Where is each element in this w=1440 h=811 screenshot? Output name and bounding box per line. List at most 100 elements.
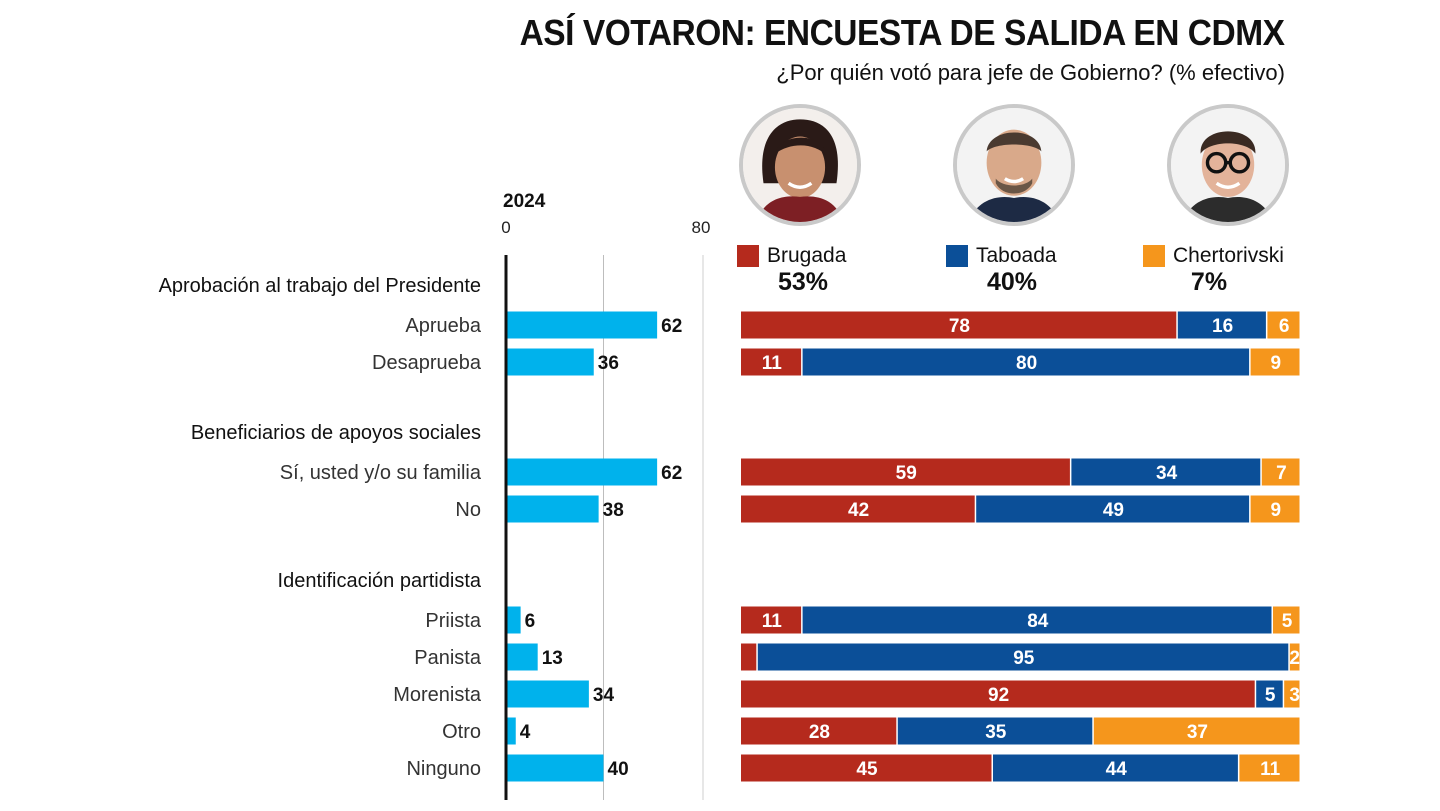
row-label-ninguno: Ninguno	[406, 758, 481, 780]
stack-label-aprueba-brugada: 78	[949, 316, 970, 337]
brugada-photo-icon	[739, 104, 861, 226]
left-chart-year: 2024	[503, 191, 546, 212]
stack-label-priista-taboada: 84	[1027, 611, 1049, 632]
chertorivski-swatch-icon	[1143, 245, 1165, 267]
tick-label-0: 0	[501, 218, 510, 237]
stack-label-no-chertorivski: 9	[1271, 500, 1282, 521]
stack-label-aprueba-taboada: 16	[1212, 316, 1233, 337]
group-label-beneficiarios-de-apoyos-sociales: Beneficiarios de apoyos sociales	[191, 422, 481, 444]
stack-bar-ninguno-chertorivski	[1239, 754, 1300, 782]
row-label-otro: Otro	[442, 721, 481, 743]
stack-label-morenista-brugada: 92	[988, 685, 1009, 706]
left-bar-no	[506, 495, 599, 523]
stack-label-si-usted-y-o-su-familia-taboada: 34	[1156, 463, 1178, 484]
stack-bar-morenista-brugada	[741, 680, 1255, 708]
left-value-desaprueba: 36	[598, 353, 619, 374]
left-bar-morenista	[506, 680, 589, 708]
left-value-ninguno: 40	[608, 759, 629, 780]
row-label-priista: Priista	[425, 610, 481, 632]
stack-bar-panista-brugada	[741, 643, 757, 671]
stack-label-desaprueba-brugada: 11	[762, 353, 783, 374]
stack-bar-priista-chertorivski	[1273, 606, 1300, 634]
left-bar-panista	[506, 643, 538, 671]
taboada-name: Taboada	[976, 244, 1057, 267]
stack-label-panista-taboada: 95	[1013, 648, 1035, 669]
left-value-morenista: 34	[593, 685, 615, 706]
stack-label-panista-chertorivski: 2	[1289, 648, 1300, 669]
stack-bar-otro-brugada	[741, 717, 897, 745]
left-bar-si-usted-y-o-su-familia	[506, 458, 658, 486]
brugada-legend-entry: Brugada	[737, 244, 846, 268]
brugada-name: Brugada	[767, 244, 847, 267]
stack-label-si-usted-y-o-su-familia-brugada: 59	[896, 463, 917, 484]
stack-label-aprueba-chertorivski: 6	[1279, 316, 1290, 337]
row-label-aprueba: Aprueba	[405, 315, 481, 337]
tick-label-80: 80	[692, 218, 711, 237]
stack-bar-aprueba-chertorivski	[1267, 311, 1300, 339]
stack-bar-si-usted-y-o-su-familia-brugada	[741, 458, 1070, 486]
stack-bar-morenista-chertorivski	[1284, 680, 1300, 708]
taboada-legend-entry: Taboada	[946, 244, 1057, 268]
left-bar-desaprueba	[506, 348, 594, 376]
stack-label-no-taboada: 49	[1103, 500, 1124, 521]
stack-bar-desaprueba-taboada	[802, 348, 1250, 376]
left-value-no: 38	[603, 500, 624, 521]
stack-label-otro-taboada: 35	[985, 722, 1007, 743]
left-bar-aprueba	[506, 311, 658, 339]
group-label-identificacion-partidista: Identificación partidista	[278, 570, 482, 592]
stack-bar-otro-taboada	[897, 717, 1093, 745]
left-value-si-usted-y-o-su-familia: 62	[661, 463, 682, 484]
left-value-otro: 4	[520, 722, 531, 743]
stack-label-ninguno-brugada: 45	[856, 759, 878, 780]
left-value-priista: 6	[525, 611, 536, 632]
stack-bar-aprueba-brugada	[741, 311, 1177, 339]
taboada-percent: 40%	[986, 268, 1038, 296]
stack-label-si-usted-y-o-su-familia-chertorivski: 7	[1276, 463, 1287, 484]
chart-subtitle: ¿Por quién votó para jefe de Gobierno? (…	[776, 60, 1285, 85]
stack-bar-desaprueba-brugada	[741, 348, 802, 376]
chertorivski-legend-entry: Chertorivski	[1143, 244, 1284, 268]
chart-title: ASÍ VOTARON: ENCUESTA DE SALIDA EN CDMX	[520, 12, 1285, 53]
row-label-panista: Panista	[414, 647, 482, 669]
stack-label-ninguno-chertorivski: 11	[1260, 759, 1281, 780]
stack-bar-ninguno-taboada	[993, 754, 1238, 782]
group-label-aprobacion-al-trabajo-del-presidente: Aprobación al trabajo del Presidente	[159, 275, 481, 297]
left-bar-otro	[506, 717, 516, 745]
chertorivski-name: Chertorivski	[1173, 244, 1284, 267]
stack-bar-desaprueba-chertorivski	[1250, 348, 1300, 376]
stack-label-no-brugada: 42	[848, 500, 869, 521]
row-label-si-usted-y-o-su-familia: Sí, usted y/o su familia	[280, 462, 482, 484]
row-label-desaprueba: Desaprueba	[372, 352, 482, 374]
stack-label-morenista-taboada: 5	[1265, 685, 1276, 706]
taboada-swatch-icon	[946, 245, 968, 267]
brugada-swatch-icon	[737, 245, 759, 267]
left-value-panista: 13	[542, 648, 563, 669]
left-value-aprueba: 62	[661, 316, 682, 337]
stack-label-otro-chertorivski: 37	[1187, 722, 1208, 743]
taboada-photo-icon	[953, 104, 1075, 226]
stack-bar-otro-chertorivski	[1093, 717, 1300, 745]
row-label-no: No	[455, 499, 481, 521]
stack-bar-priista-brugada	[741, 606, 802, 634]
stack-bar-no-brugada	[741, 495, 975, 523]
stack-label-desaprueba-chertorivski: 9	[1271, 353, 1282, 374]
stack-label-ninguno-taboada: 44	[1106, 759, 1128, 780]
stack-bar-ninguno-brugada	[741, 754, 992, 782]
stack-label-priista-brugada: 11	[762, 611, 783, 632]
brugada-percent: 53%	[777, 268, 829, 296]
stack-bar-priista-taboada	[802, 606, 1272, 634]
chertorivski-percent: 7%	[1190, 268, 1228, 296]
stack-bar-panista-chertorivski	[1289, 643, 1300, 671]
stack-bar-no-taboada	[976, 495, 1250, 523]
stack-bar-morenista-taboada	[1256, 680, 1283, 708]
stack-bar-no-chertorivski	[1250, 495, 1300, 523]
stack-bar-si-usted-y-o-su-familia-taboada	[1071, 458, 1261, 486]
stack-bar-aprueba-taboada	[1177, 311, 1266, 339]
stack-label-priista-chertorivski: 5	[1282, 611, 1293, 632]
chertorivski-photo-icon	[1167, 104, 1289, 226]
stack-label-morenista-chertorivski: 3	[1289, 685, 1300, 706]
stack-bar-si-usted-y-o-su-familia-chertorivski	[1261, 458, 1300, 486]
stack-label-desaprueba-taboada: 80	[1016, 353, 1037, 374]
row-label-morenista: Morenista	[393, 684, 482, 706]
stack-label-otro-brugada: 28	[809, 722, 830, 743]
